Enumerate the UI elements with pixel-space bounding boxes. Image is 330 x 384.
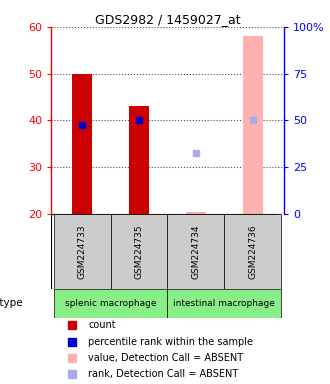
- Text: value, Detection Call = ABSENT: value, Detection Call = ABSENT: [88, 353, 244, 363]
- FancyBboxPatch shape: [111, 214, 168, 289]
- FancyBboxPatch shape: [168, 214, 224, 289]
- Bar: [243, 36, 263, 214]
- Text: GSM224734: GSM224734: [191, 224, 200, 278]
- FancyBboxPatch shape: [54, 289, 168, 318]
- Text: GSM224736: GSM224736: [248, 224, 257, 279]
- FancyBboxPatch shape: [224, 214, 281, 289]
- Text: cell type: cell type: [0, 298, 23, 308]
- Bar: [72, 74, 92, 214]
- Text: splenic macrophage: splenic macrophage: [65, 299, 156, 308]
- Text: intestinal macrophage: intestinal macrophage: [173, 299, 275, 308]
- Text: GSM224735: GSM224735: [135, 224, 144, 279]
- Text: count: count: [88, 320, 116, 330]
- Bar: [129, 106, 149, 214]
- Text: rank, Detection Call = ABSENT: rank, Detection Call = ABSENT: [88, 369, 239, 379]
- FancyBboxPatch shape: [54, 214, 111, 289]
- Text: percentile rank within the sample: percentile rank within the sample: [88, 336, 253, 346]
- Bar: [186, 212, 206, 214]
- FancyBboxPatch shape: [168, 289, 281, 318]
- Title: GDS2982 / 1459027_at: GDS2982 / 1459027_at: [95, 13, 240, 26]
- Text: GSM224733: GSM224733: [78, 224, 87, 279]
